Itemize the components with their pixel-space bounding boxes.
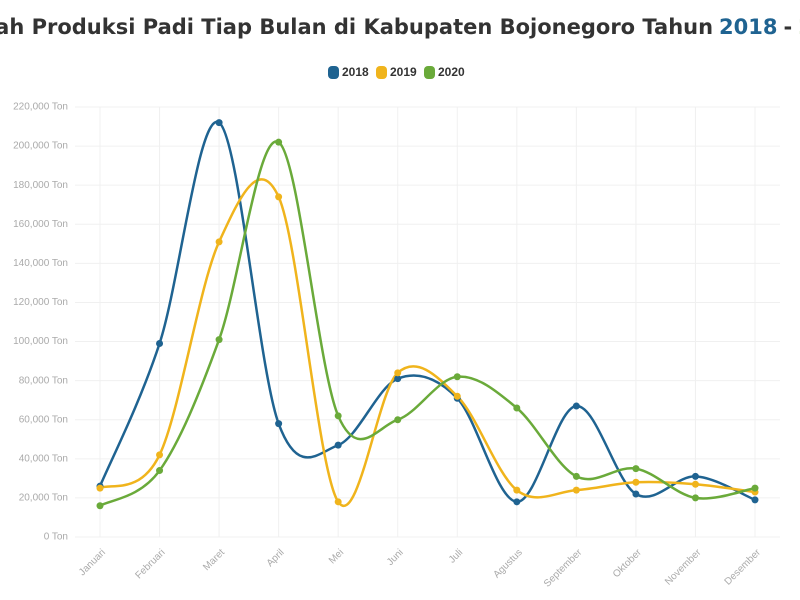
data-point xyxy=(691,480,699,488)
data-point xyxy=(156,340,164,347)
legend-marker xyxy=(376,66,387,79)
series-line xyxy=(99,140,756,507)
y-tick-label: 140,000 Ton xyxy=(13,258,68,269)
data-point xyxy=(96,502,104,510)
legend: 2018 2019 2020 xyxy=(328,65,465,79)
series-line xyxy=(99,178,756,507)
data-point xyxy=(751,496,759,504)
data-point xyxy=(691,472,699,480)
legend-marker xyxy=(328,66,339,79)
y-tick-label: 180,000 Ton xyxy=(13,180,68,191)
data-point xyxy=(513,486,521,494)
y-tick-label: 40,000 Ton xyxy=(19,453,68,464)
x-tick-label: Februari xyxy=(133,547,167,581)
data-point xyxy=(513,404,521,412)
data-point xyxy=(96,484,104,492)
data-point xyxy=(632,465,640,473)
y-tick-label: 220,000 Ton xyxy=(13,102,68,113)
data-point xyxy=(453,392,461,400)
data-point xyxy=(751,484,759,492)
data-point xyxy=(572,402,580,410)
data-point xyxy=(334,441,342,449)
data-point xyxy=(215,336,223,344)
y-tick-label: 20,000 Ton xyxy=(19,493,68,504)
data-point xyxy=(632,490,640,498)
data-point xyxy=(156,451,164,459)
y-tick-label: 160,000 Ton xyxy=(13,219,68,230)
legend-marker xyxy=(424,66,435,79)
x-tick-label: September xyxy=(542,547,585,590)
x-tick-label: Januari xyxy=(77,547,108,578)
data-point xyxy=(394,375,402,383)
data-point xyxy=(394,369,402,377)
data-point xyxy=(275,193,283,201)
data-point xyxy=(215,238,223,246)
title-part: Jumlah Produksi Padi Tiap Bulan di Kabup… xyxy=(0,15,713,39)
data-point xyxy=(572,472,580,480)
y-tick-label: 80,000 Ton xyxy=(19,375,68,386)
x-tick-label: April xyxy=(265,547,287,569)
legend-label: 2019 xyxy=(390,65,417,79)
x-tick-label: Juni xyxy=(385,547,406,568)
y-tick-label: 0 Ton xyxy=(44,532,68,543)
legend-label: 2020 xyxy=(438,65,465,79)
data-point xyxy=(275,420,283,428)
y-tick-label: 100,000 Ton xyxy=(13,336,68,347)
data-point xyxy=(513,498,521,506)
x-tick-label: Oktober xyxy=(611,547,644,580)
data-point xyxy=(156,467,164,475)
data-point xyxy=(334,498,342,506)
y-tick-label: 120,000 Ton xyxy=(13,297,68,308)
title-part: 2018 xyxy=(719,15,777,39)
x-tick-label: Mei xyxy=(327,547,346,566)
data-point xyxy=(394,416,402,424)
x-tick-label: November xyxy=(663,547,704,588)
data-point xyxy=(453,373,461,381)
x-tick-label: Agustus xyxy=(491,547,524,580)
y-tick-label: 200,000 Ton xyxy=(13,141,68,152)
data-point xyxy=(215,119,223,127)
x-tick-label: Desember xyxy=(723,547,764,588)
data-point xyxy=(691,494,699,502)
data-point xyxy=(632,478,640,486)
data-point xyxy=(572,486,580,494)
legend-label: 2018 xyxy=(342,65,369,79)
chart-title: Jumlah Produksi Padi Tiap Bulan di Kabup… xyxy=(0,15,800,39)
x-tick-label: Maret xyxy=(201,547,227,573)
data-point xyxy=(275,138,283,146)
x-tick-label: Juli xyxy=(447,547,465,565)
y-tick-label: 60,000 Ton xyxy=(19,414,68,425)
title-part: - xyxy=(784,15,793,39)
title-part: 2020 xyxy=(798,15,800,39)
data-point xyxy=(334,412,342,420)
